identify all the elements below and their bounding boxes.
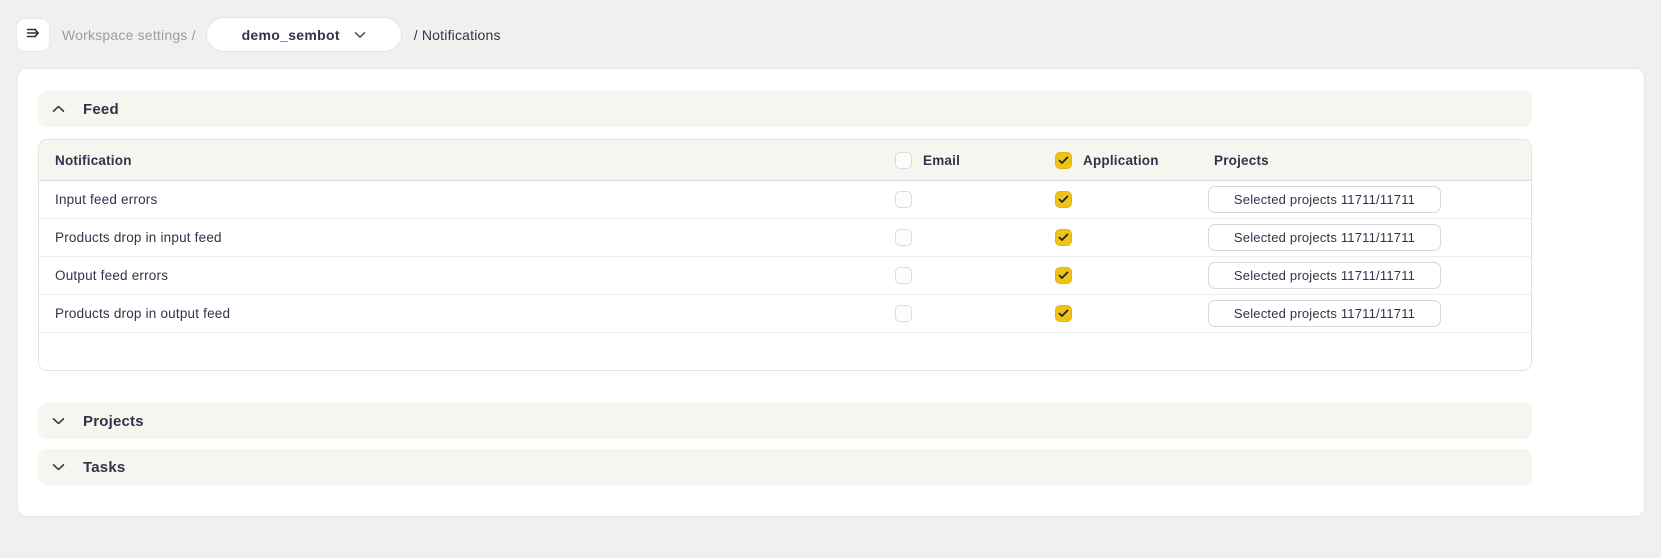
chevron-down-icon <box>52 417 65 425</box>
accordion-label-feed: Feed <box>83 100 119 118</box>
chevron-down-icon <box>52 463 65 471</box>
email-checkbox[interactable] <box>895 267 912 284</box>
accordion-header-feed[interactable]: Feed <box>38 91 1532 127</box>
email-checkbox[interactable] <box>895 229 912 246</box>
column-header-projects: Projects <box>1214 152 1269 168</box>
accordion-label-projects: Projects <box>83 412 144 430</box>
notification-label: Products drop in output feed <box>55 306 231 321</box>
workspace-name: demo_sembot <box>241 26 340 43</box>
breadcrumb-prefix: Workspace settings / <box>62 26 196 43</box>
breadcrumb-current: / Notifications <box>413 26 501 43</box>
notification-label: Output feed errors <box>55 268 169 283</box>
sidebar-expand-icon <box>25 25 41 44</box>
header-email-checkbox[interactable] <box>895 151 912 169</box>
email-checkbox[interactable] <box>895 191 912 208</box>
application-checkbox[interactable] <box>1055 229 1072 246</box>
notification-label: Products drop in input feed <box>55 230 222 245</box>
selected-projects-button[interactable]: Selected projects 11711/11711 <box>1208 262 1441 289</box>
application-checkbox[interactable] <box>1055 305 1072 322</box>
column-header-email: Email <box>923 152 961 168</box>
check-icon <box>1058 156 1069 164</box>
notifications-settings-card: Feed Notification Email Application <box>17 68 1645 517</box>
chevron-up-icon <box>52 105 65 113</box>
header-application-checkbox[interactable] <box>1055 151 1072 169</box>
notification-label: Input feed errors <box>55 192 158 207</box>
table-row: Output feed errors Selected projects 117… <box>39 257 1531 295</box>
check-icon <box>1058 233 1069 241</box>
top-bar: Workspace settings / demo_sembot / Notif… <box>0 0 1661 52</box>
sidebar-toggle-button[interactable] <box>16 17 50 52</box>
check-icon <box>1058 309 1069 317</box>
accordion-header-projects[interactable]: Projects <box>38 403 1532 439</box>
accordion-header-tasks[interactable]: Tasks <box>38 449 1532 485</box>
chevron-down-icon <box>354 31 366 39</box>
feed-notifications-table: Notification Email Application Projects <box>38 139 1532 371</box>
accordion-label-tasks: Tasks <box>83 458 126 476</box>
selected-projects-button[interactable]: Selected projects 11711/11711 <box>1208 300 1441 327</box>
table-row: Input feed errors Selected projects 1171… <box>39 181 1531 219</box>
check-icon <box>1058 195 1069 203</box>
workspace-selector-dropdown[interactable]: demo_sembot <box>205 17 402 52</box>
table-footer-spacer <box>39 333 1531 370</box>
table-row: Products drop in output feed Selected pr… <box>39 295 1531 333</box>
selected-projects-button[interactable]: Selected projects 11711/11711 <box>1208 186 1441 213</box>
application-checkbox[interactable] <box>1055 267 1072 284</box>
email-checkbox[interactable] <box>895 305 912 322</box>
selected-projects-button[interactable]: Selected projects 11711/11711 <box>1208 224 1441 251</box>
check-icon <box>1058 271 1069 279</box>
column-header-application: Application <box>1083 152 1159 168</box>
column-header-notification: Notification <box>55 152 132 168</box>
table-header-row: Notification Email Application Projects <box>39 140 1531 181</box>
table-row: Products drop in input feed Selected pro… <box>39 219 1531 257</box>
application-checkbox[interactable] <box>1055 191 1072 208</box>
